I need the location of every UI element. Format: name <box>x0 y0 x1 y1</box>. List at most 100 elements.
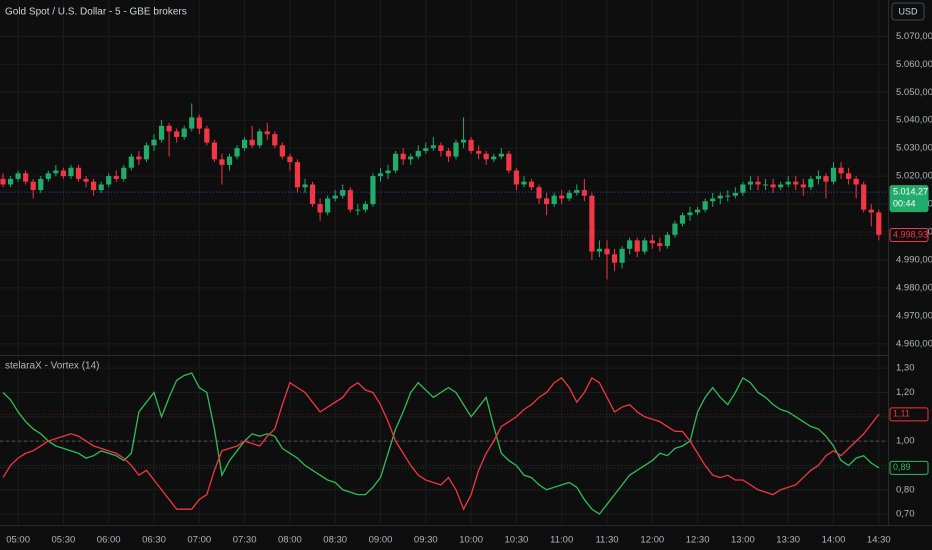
y-tick-label: 5.040,00 <box>896 115 932 126</box>
indicator-title: stelaraX - Vortex (14) <box>5 361 99 372</box>
candle-body <box>121 167 127 179</box>
candle-body <box>415 150 421 157</box>
candle-body <box>657 243 663 246</box>
candle-body <box>476 150 482 154</box>
candle-body <box>128 156 134 168</box>
candle-body <box>423 148 429 151</box>
candle-body <box>23 173 29 182</box>
candle-body <box>257 131 263 146</box>
candle-body <box>347 190 353 210</box>
x-tick-label: 07:30 <box>233 535 257 546</box>
candle-body <box>581 190 587 196</box>
candle-body <box>385 170 391 174</box>
candle-body <box>589 195 595 252</box>
candle-body <box>528 181 535 188</box>
candle-body <box>377 173 384 177</box>
candle-body <box>196 117 202 129</box>
candle-body <box>702 201 708 210</box>
candle-body <box>770 184 776 188</box>
indicator-line <box>2 372 880 515</box>
candle-body <box>166 125 172 132</box>
candle-body <box>747 181 754 185</box>
x-tick-label: 06:30 <box>142 535 166 546</box>
candle-body <box>710 198 716 202</box>
candle-body <box>68 167 74 177</box>
candle-body <box>634 240 640 252</box>
candle-body <box>38 178 44 191</box>
candle-body <box>664 234 670 246</box>
candle-body <box>619 248 625 263</box>
candle-body <box>60 170 66 177</box>
candle-body <box>438 145 444 151</box>
x-tick-label: 14:30 <box>867 535 891 546</box>
y-tick-label: 1,00 <box>896 436 915 447</box>
candle-body <box>793 181 799 185</box>
candle-body <box>7 178 14 185</box>
candle-body <box>853 178 859 185</box>
candle-body <box>355 209 361 211</box>
x-tick-label: 10:00 <box>459 535 483 546</box>
candle-body <box>143 145 150 160</box>
candle-body <box>808 178 814 188</box>
candle-body <box>506 153 512 171</box>
x-tick-label: 09:00 <box>369 535 393 546</box>
candle-body <box>861 184 867 210</box>
x-tick-label: 08:00 <box>278 535 302 546</box>
candle-body <box>687 212 693 216</box>
candle-body <box>823 176 829 182</box>
candle-body <box>785 181 791 185</box>
candle-body <box>15 173 21 179</box>
candle-body <box>151 139 157 146</box>
candle-body <box>0 178 6 185</box>
candle-body <box>846 173 852 179</box>
x-tick-label: 05:00 <box>6 535 30 546</box>
currency-button[interactable] <box>891 2 925 21</box>
candle-body <box>559 195 565 199</box>
candle-body <box>596 248 603 252</box>
candle-body <box>611 254 618 263</box>
price-label-box <box>889 227 929 242</box>
candle-body <box>551 195 557 205</box>
y-tick-label: 0,70 <box>896 509 915 520</box>
y-tick-label: 4.990,00 <box>896 254 932 265</box>
candle-body <box>181 128 187 137</box>
candle-body <box>408 156 414 160</box>
candle-body <box>453 142 459 157</box>
currency-label[interactable]: USD <box>898 6 918 16</box>
y-tick-label: 0,80 <box>896 484 915 495</box>
candle-body <box>53 170 59 174</box>
price-label-box <box>889 407 929 422</box>
x-tick-label: 14:00 <box>822 535 846 546</box>
candle-body <box>91 181 97 191</box>
x-tick-label: 12:30 <box>686 535 710 546</box>
price-label: 1,11 <box>893 409 910 419</box>
candle-body <box>815 176 821 179</box>
price-label: 5.014,27 <box>893 186 928 196</box>
candle-body <box>717 195 723 199</box>
x-tick-label: 05:30 <box>52 535 76 546</box>
candle-body <box>30 181 36 191</box>
chart-title: Gold Spot / U.S. Dollar - 5 - GBE broker… <box>5 7 187 18</box>
candle-body <box>400 153 406 160</box>
candle-body <box>189 117 195 129</box>
candle-body <box>174 131 180 137</box>
candle-body <box>332 195 338 199</box>
x-tick-label: 13:00 <box>731 535 755 546</box>
x-tick-label: 08:30 <box>323 535 347 546</box>
candle-body <box>491 156 497 160</box>
candle-body <box>445 150 452 157</box>
candle-body <box>468 139 474 151</box>
candle-body <box>732 192 738 196</box>
candle-body <box>498 153 504 157</box>
candle-body <box>483 153 489 160</box>
candle-body <box>234 148 240 157</box>
candle-body <box>800 184 806 188</box>
labels: 5.070,00 5.060,00 5.050,00 5.040,00 5.030,00… <box>0 31 932 546</box>
candle-body <box>778 184 784 188</box>
countdown: 00:44 <box>893 198 916 208</box>
candle-body <box>679 215 686 224</box>
candle-body <box>672 223 678 235</box>
candle-body <box>302 184 308 188</box>
